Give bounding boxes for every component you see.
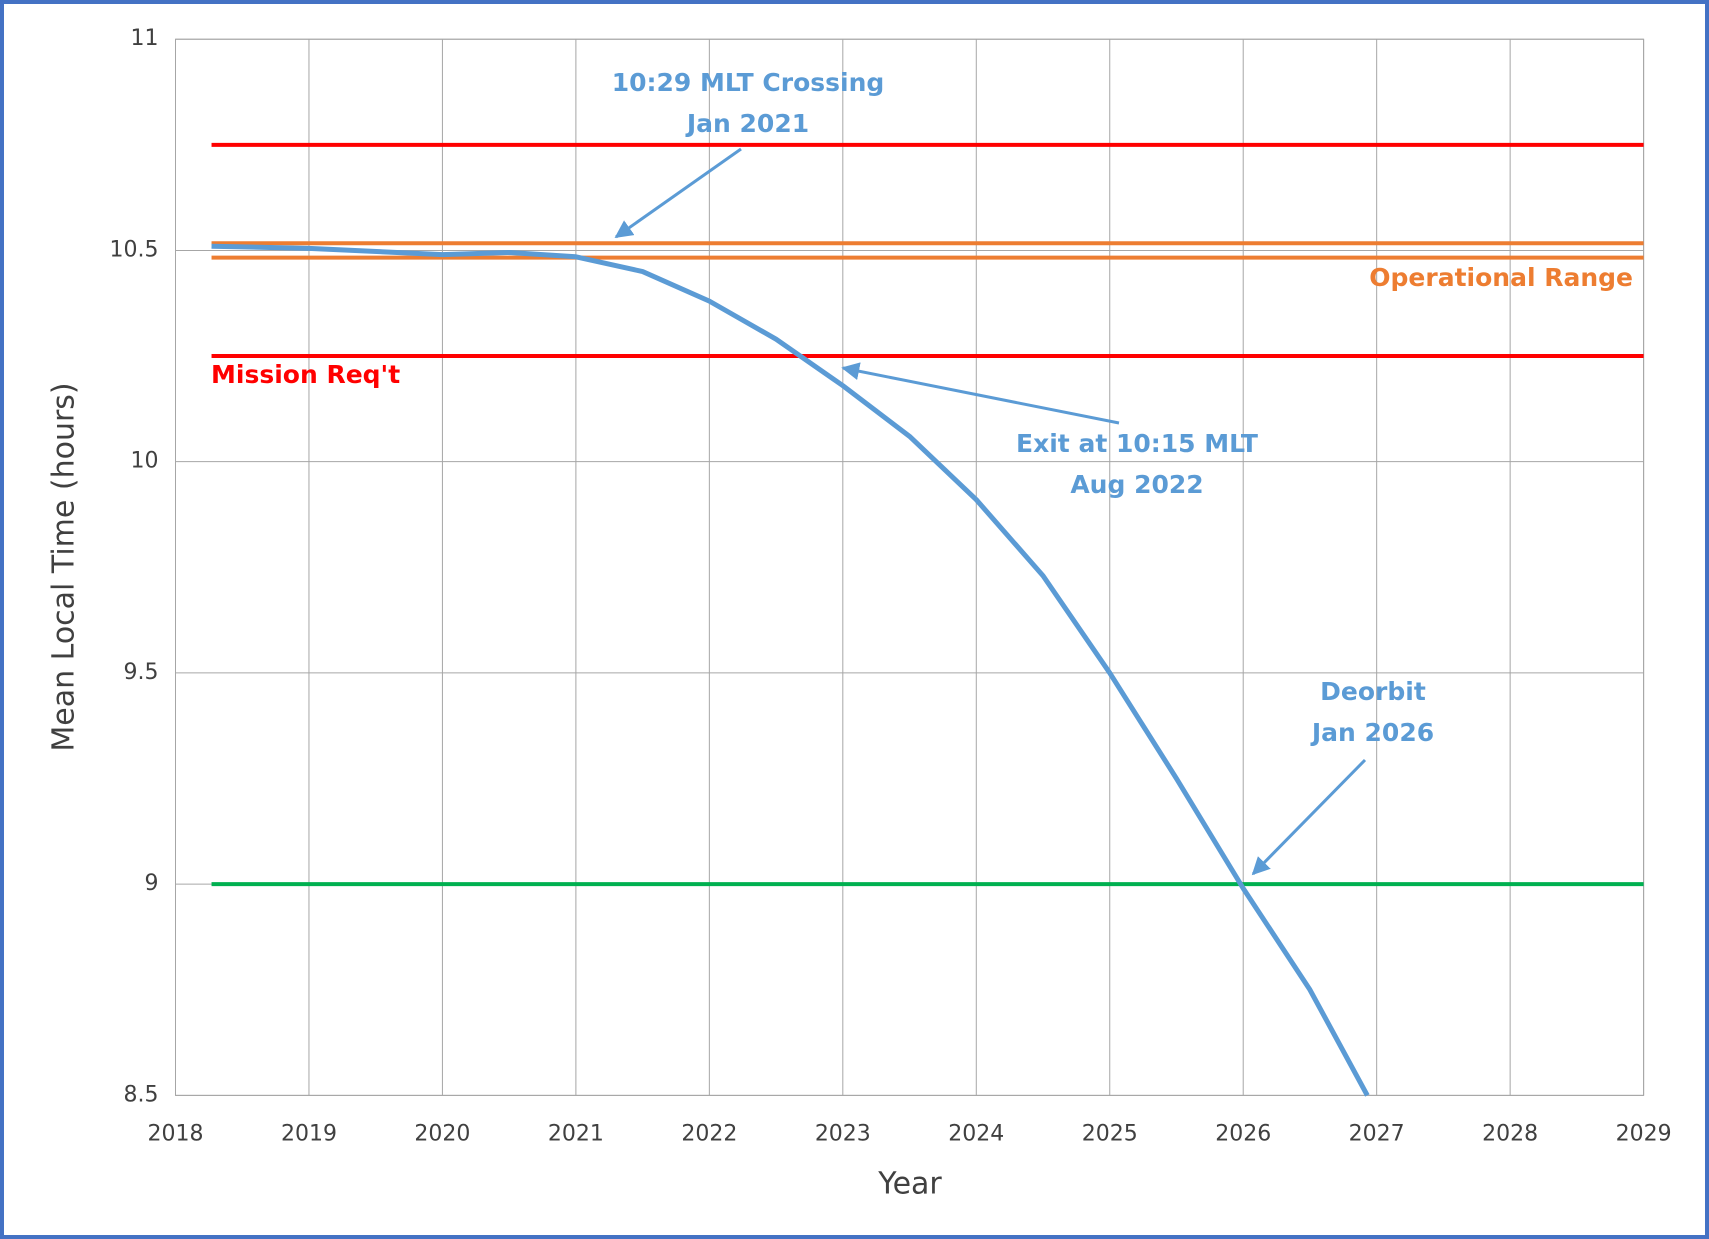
y-tick-label: 10 xyxy=(131,449,159,474)
annotation: Operational Range xyxy=(1369,263,1633,292)
x-tick-label: 2027 xyxy=(1349,1121,1405,1146)
annotation: Aug 2022 xyxy=(1070,470,1203,499)
annotation: Deorbit xyxy=(1320,677,1426,706)
annotation: 10:29 MLT Crossing xyxy=(612,68,885,97)
x-tick-label: 2028 xyxy=(1482,1121,1538,1146)
x-tick-label: 2020 xyxy=(414,1121,470,1146)
annotation: Jan 2021 xyxy=(685,109,809,138)
annotation-arrow xyxy=(614,147,742,239)
x-tick-label: 2029 xyxy=(1616,1121,1672,1146)
y-axis-title: Mean Local Time (hours) xyxy=(47,382,82,751)
x-tick-label: 2025 xyxy=(1082,1121,1138,1146)
y-tick-label: 11 xyxy=(131,26,159,51)
y-tick-label: 9.5 xyxy=(124,660,159,685)
annotation-arrow xyxy=(1251,758,1367,876)
annotation: Exit at 10:15 MLT xyxy=(1016,429,1258,458)
annotation: Mission Req't xyxy=(211,360,400,389)
annotation: Jan 2026 xyxy=(1310,718,1434,747)
y-tick-label: 9 xyxy=(145,871,159,896)
series-line xyxy=(211,243,1370,1097)
x-tick-label: 2023 xyxy=(815,1121,871,1146)
x-tick-label: 2021 xyxy=(548,1121,604,1146)
x-tick-label: 2022 xyxy=(681,1121,737,1146)
y-tick-label: 10.5 xyxy=(110,237,159,262)
x-tick-label: 2018 xyxy=(148,1121,204,1146)
x-tick-label: 2019 xyxy=(281,1121,337,1146)
x-tick-label: 2026 xyxy=(1215,1121,1271,1146)
x-tick-label: 2024 xyxy=(948,1121,1004,1146)
plot-area xyxy=(175,38,1645,1096)
annotation-arrow xyxy=(841,362,1120,425)
x-axis-title: Year xyxy=(877,1167,942,1202)
y-tick-label: 8.5 xyxy=(124,1082,159,1107)
